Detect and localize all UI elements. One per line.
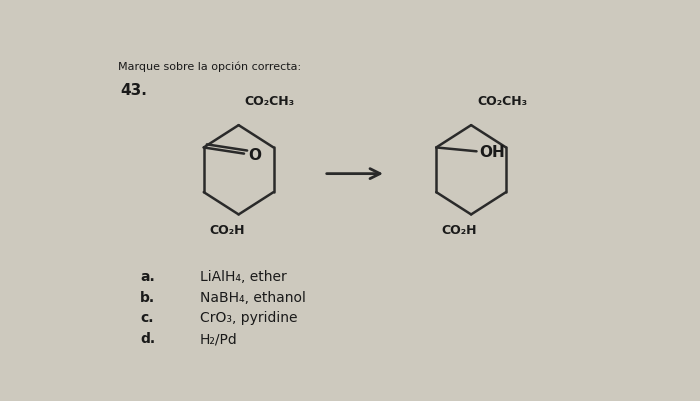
Text: CO₂H: CO₂H <box>442 224 477 237</box>
Text: b.: b. <box>140 291 155 305</box>
Text: CO₂CH₃: CO₂CH₃ <box>245 95 295 108</box>
Text: Marque sobre la opción correcta:: Marque sobre la opción correcta: <box>118 62 302 73</box>
Text: OH: OH <box>480 145 505 160</box>
Text: 43.: 43. <box>120 83 147 98</box>
Text: c.: c. <box>140 312 154 326</box>
Text: H₂/Pd: H₂/Pd <box>200 332 237 346</box>
Text: CO₂CH₃: CO₂CH₃ <box>477 95 528 108</box>
Text: O: O <box>248 148 261 163</box>
Text: NaBH₄, ethanol: NaBH₄, ethanol <box>200 291 306 305</box>
Text: d.: d. <box>140 332 155 346</box>
Text: a.: a. <box>140 270 155 284</box>
Text: CO₂H: CO₂H <box>209 224 245 237</box>
Text: LiAlH₄, ether: LiAlH₄, ether <box>200 270 286 284</box>
Text: CrO₃, pyridine: CrO₃, pyridine <box>200 312 298 326</box>
